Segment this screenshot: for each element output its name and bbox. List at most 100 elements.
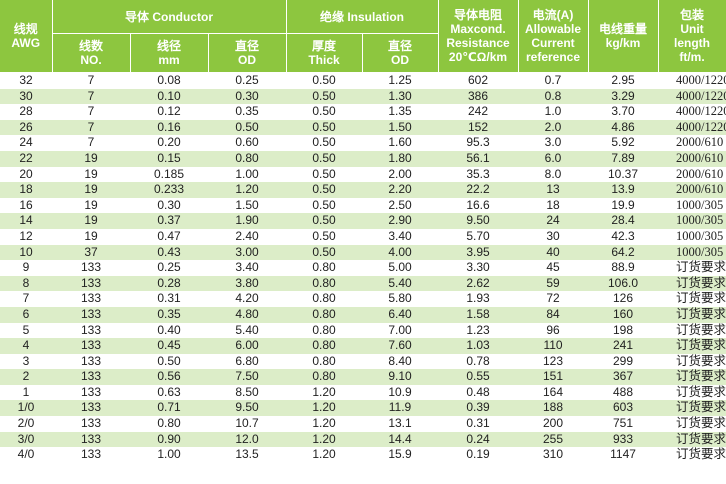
cell-awg: 3/0 [0,431,52,448]
table-row: 3 133 0.50 6.80 0.80 8.40 0.78 123 299 订货要求 [0,353,726,370]
cell-weight: 488 [588,384,659,401]
cell-unit-length: 1000/305 [658,197,726,214]
cell-insulation-od: 9.10 [362,369,439,385]
cell-current: 310 [518,447,589,463]
cell-resistance: 152 [438,119,519,136]
cell-unit-length: 1000/305 [658,228,726,245]
cell-awg: 30 [0,88,52,105]
cell-awg: 32 [0,72,52,89]
cell-resistance: 0.19 [438,447,519,463]
table-header: 线规 AWG 导体 Conductor 绝缘 Insulation 导体电阻 Max… [0,0,726,73]
cell-conductor-od: 6.00 [208,338,286,354]
cell-conductor-diameter: 0.71 [130,400,208,417]
cell-weight: 3.70 [588,104,659,120]
cell-insulation-od: 1.25 [362,72,439,89]
cell-resistance: 35.3 [438,166,519,183]
table-row: 14 19 0.37 1.90 0.50 2.90 9.50 24 28.4 1000/305 [0,213,726,229]
header-conductor: 导体 Conductor [52,0,287,34]
cell-awg: 24 [0,135,52,151]
cell-conductor-count: 133 [52,306,130,323]
header-current: 电流(A) Allowable Current reference [518,0,589,73]
cell-conductor-diameter: 0.80 [130,416,208,432]
cell-current: 0.7 [518,72,589,89]
header-resistance: 导体电阻 Maxcond. Resistance 20℃Ω/km [438,0,519,73]
cell-insulation-od: 7.00 [362,322,439,339]
cell-weight: 106.0 [588,275,659,292]
cell-weight: 5.92 [588,135,659,151]
cell-unit-length: 订货要求 [658,338,726,354]
cell-resistance: 56.1 [438,150,519,167]
cell-unit-length: 订货要求 [658,400,726,417]
cell-conductor-diameter: 0.90 [130,431,208,448]
cell-conductor-count: 133 [52,369,130,385]
table-row: 2/0 133 0.80 10.7 1.20 13.1 0.31 200 751 订货要求 [0,416,726,432]
table-row: 22 19 0.15 0.80 0.50 1.80 56.1 6.0 7.89 2000/610 [0,150,726,167]
cell-weight: 241 [588,338,659,354]
cell-insulation-thickness: 0.50 [286,166,362,183]
cell-weight: 13.9 [588,182,659,198]
cell-resistance: 0.39 [438,400,519,417]
cell-weight: 2.95 [588,72,659,89]
cell-resistance: 16.6 [438,197,519,214]
cell-insulation-od: 5.80 [362,291,439,307]
table-row: 20 19 0.185 1.00 0.50 2.00 35.3 8.0 10.37 2000/61… [0,166,726,183]
cell-awg: 7 [0,291,52,307]
cell-weight: 42.3 [588,228,659,245]
cell-insulation-thickness: 0.80 [286,275,362,292]
table-row: 9 133 0.25 3.40 0.80 5.00 3.30 45 88.9 订货要求 [0,260,726,276]
cell-resistance: 9.50 [438,213,519,229]
cell-conductor-count: 133 [52,416,130,432]
table-row: 1 133 0.63 8.50 1.20 10.9 0.48 164 488 订货要求 [0,384,726,401]
cell-weight: 367 [588,369,659,385]
cell-resistance: 1.93 [438,291,519,307]
cell-awg: 1/0 [0,400,52,417]
cell-weight: 751 [588,416,659,432]
cell-conductor-diameter: 0.43 [130,244,208,261]
cell-conductor-diameter: 0.63 [130,384,208,401]
header-insulation-od: 直径 OD [362,33,439,73]
cell-unit-length-text: 2000/610 [676,135,724,150]
cell-unit-length: 订货要求 [658,416,726,432]
cell-resistance: 3.95 [438,244,519,261]
table-row: 30 7 0.10 0.30 0.50 1.30 386 0.8 3.29 4000/1220 [0,88,726,105]
cell-conductor-diameter: 0.08 [130,72,208,89]
cell-conductor-diameter: 0.31 [130,291,208,307]
cell-awg: 26 [0,119,52,136]
cell-conductor-count: 19 [52,150,130,167]
cell-resistance: 0.31 [438,416,519,432]
cell-awg: 3 [0,353,52,370]
cell-insulation-od: 1.80 [362,150,439,167]
cell-insulation-od: 2.20 [362,182,439,198]
cell-conductor-diameter: 0.15 [130,150,208,167]
cell-insulation-thickness: 0.80 [286,338,362,354]
cell-conductor-od: 13.5 [208,447,286,463]
cell-awg: 22 [0,150,52,167]
cell-conductor-diameter: 0.47 [130,228,208,245]
cell-current: 84 [518,306,589,323]
cell-conductor-diameter: 0.10 [130,88,208,105]
cell-current: 40 [518,244,589,261]
table-row: 16 19 0.30 1.50 0.50 2.50 16.6 18 19.9 1000/305 [0,197,726,214]
cell-unit-length-text: 4000/1220 [676,119,726,134]
cell-insulation-thickness: 0.80 [286,353,362,370]
cell-conductor-od: 0.25 [208,72,286,89]
cell-current: 13 [518,182,589,198]
cell-conductor-count: 7 [52,88,130,105]
cell-conductor-count: 133 [52,400,130,417]
cell-unit-length-text: 2000/610 [676,166,724,181]
cell-insulation-thickness: 0.50 [286,135,362,151]
cell-awg: 28 [0,104,52,120]
cell-insulation-thickness: 0.50 [286,88,362,105]
cell-unit-length: 2000/610 [658,135,726,151]
cell-current: 96 [518,322,589,339]
cell-resistance: 0.55 [438,369,519,385]
cell-insulation-thickness: 1.20 [286,447,362,463]
cell-unit-length-text: 订货要求 [676,353,726,368]
cell-insulation-od: 11.9 [362,400,439,417]
cell-conductor-count: 133 [52,353,130,370]
cell-weight: 28.4 [588,213,659,229]
cell-current: 72 [518,291,589,307]
cell-unit-length: 订货要求 [658,322,726,339]
cell-conductor-od: 9.50 [208,400,286,417]
cell-unit-length: 2000/610 [658,166,726,183]
